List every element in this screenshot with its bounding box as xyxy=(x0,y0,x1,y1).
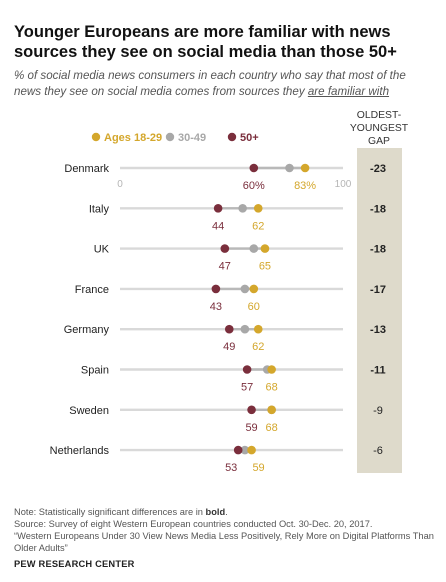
legend-marker xyxy=(227,132,237,142)
data-label-18-29: 65 xyxy=(259,261,271,273)
data-point xyxy=(249,284,259,294)
gap-value: -23 xyxy=(370,163,386,175)
note-suffix: . xyxy=(225,507,228,517)
data-label-50-plus: 49 xyxy=(223,341,235,353)
data-point xyxy=(260,244,270,253)
data-point xyxy=(247,445,256,455)
category-label: Netherlands xyxy=(50,445,110,457)
gap-value: -13 xyxy=(370,324,386,336)
data-label-18-29: 60 xyxy=(248,301,260,313)
gap-value: -18 xyxy=(370,203,386,215)
data-point xyxy=(211,284,221,294)
gap-header-line: OLDEST- xyxy=(357,110,401,121)
data-point xyxy=(233,445,243,455)
axis-tick-label: 100 xyxy=(335,179,352,190)
subtitle-text: % of social media news consumers in each… xyxy=(14,69,406,98)
subtitle-emphasis: are familiar with xyxy=(307,85,390,98)
source-line: Source: Survey of eight Western European… xyxy=(14,519,373,529)
data-point xyxy=(267,405,276,415)
chart-subtitle: % of social media news consumers in each… xyxy=(14,68,434,100)
data-point xyxy=(253,324,263,334)
category-label: Spain xyxy=(81,365,109,377)
data-point xyxy=(249,244,259,253)
data-label-50-plus: 59 xyxy=(245,422,257,434)
data-label-18-29: 83% xyxy=(294,180,316,192)
data-point xyxy=(240,324,250,334)
data-label-18-29: 59 xyxy=(252,462,264,474)
data-point xyxy=(224,324,234,334)
gap-value: -6 xyxy=(373,445,383,457)
data-label-50-plus: 53 xyxy=(225,462,237,474)
data-label-50-plus: 47 xyxy=(219,261,231,273)
report-title-line: “Western Europeans Under 30 View News Me… xyxy=(14,531,434,553)
gap-header-line: YOUNGEST xyxy=(350,123,409,134)
data-label-18-29: 62 xyxy=(252,220,264,232)
data-label-50-plus: 43 xyxy=(210,301,222,313)
note-bold: bold xyxy=(205,507,226,517)
category-label: Sweden xyxy=(69,405,109,417)
data-label-18-29: 68 xyxy=(266,422,278,434)
data-point xyxy=(220,244,230,253)
data-label-18-29: 68 xyxy=(266,382,278,394)
data-point xyxy=(247,405,256,415)
legend-marker xyxy=(91,132,101,142)
category-label: France xyxy=(75,284,109,296)
gap-value: -18 xyxy=(370,244,386,256)
gap-header-line: GAP xyxy=(368,136,390,147)
data-point xyxy=(242,365,252,374)
category-label: Italy xyxy=(89,203,110,215)
data-label-50-plus: 57 xyxy=(241,382,253,394)
data-point xyxy=(213,204,223,213)
data-point xyxy=(285,163,294,173)
data-point xyxy=(240,445,250,455)
gap-value: -11 xyxy=(370,365,385,377)
category-label: Germany xyxy=(64,324,110,336)
data-point xyxy=(238,204,247,213)
category-label: UK xyxy=(94,244,110,256)
legend-marker xyxy=(165,132,175,142)
axis-tick-label: 0 xyxy=(117,179,123,190)
data-point xyxy=(300,163,310,173)
gap-value: -9 xyxy=(373,405,383,417)
data-point xyxy=(240,284,250,294)
data-label-50-plus: 60% xyxy=(243,180,265,192)
note-prefix: Note: Statistically significant differen… xyxy=(14,507,206,517)
category-label: Denmark xyxy=(64,163,109,175)
data-point xyxy=(267,365,276,374)
data-label-18-29: 62 xyxy=(252,341,264,353)
note-line: Note: Statistically significant differen… xyxy=(14,506,438,518)
gap-value: -17 xyxy=(370,284,386,296)
data-point xyxy=(249,163,259,173)
data-point xyxy=(253,204,263,213)
chart-title: Younger Europeans are more familiar with… xyxy=(14,23,397,61)
gap-column-background xyxy=(357,148,402,473)
chart-notes: Note: Statistically significant differen… xyxy=(14,506,438,554)
source-organization: PEW RESEARCH CENTER xyxy=(14,559,135,569)
data-label-50-plus: 44 xyxy=(212,220,224,232)
legend-label: Ages 18-29 xyxy=(104,132,162,144)
legend-label: 50+ xyxy=(240,132,259,144)
legend-label: 30-49 xyxy=(178,132,206,144)
